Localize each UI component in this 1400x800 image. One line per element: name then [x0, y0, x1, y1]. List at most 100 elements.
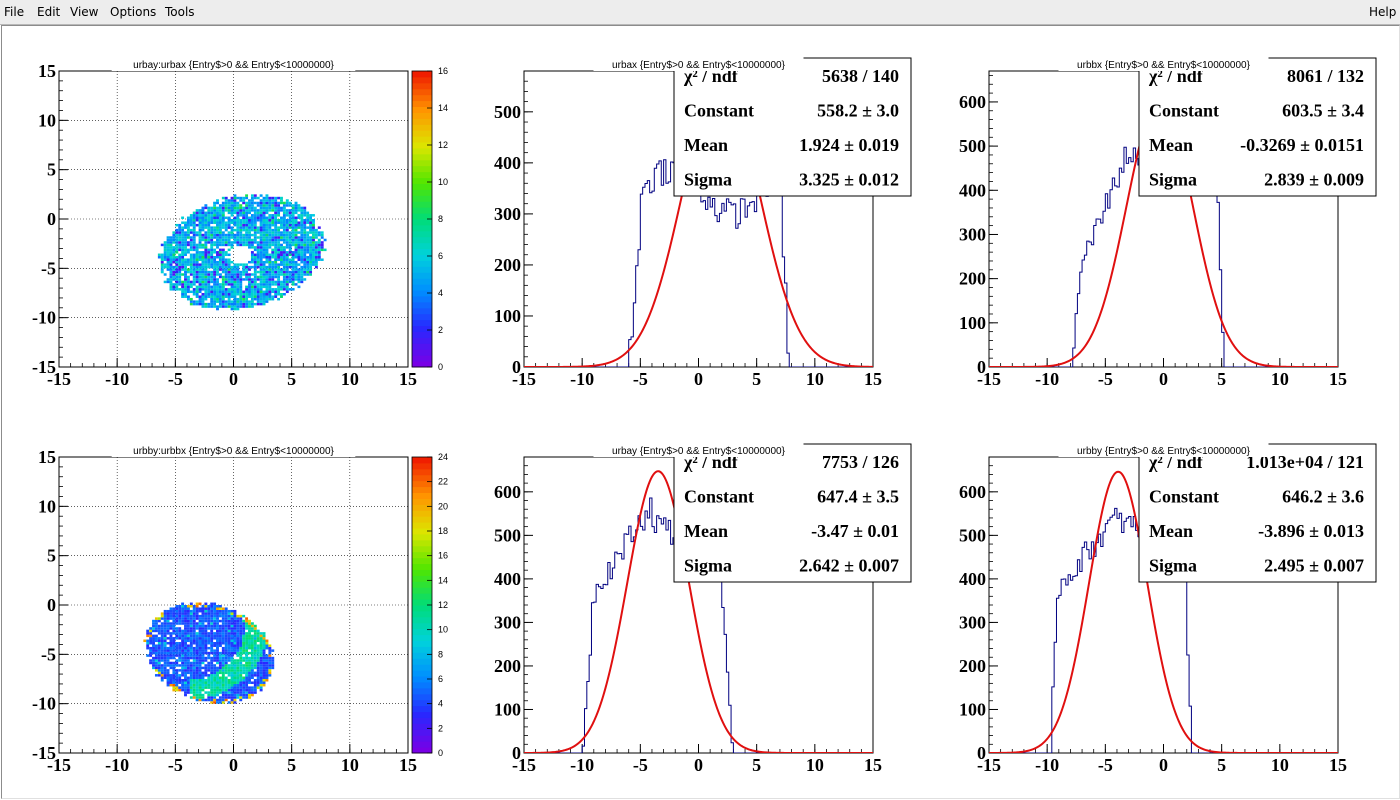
scatter-cell: [265, 297, 269, 301]
scatter-cell: [172, 256, 176, 259]
scatter-cell: [166, 669, 170, 672]
scatter-cell: [280, 231, 283, 234]
scatter-cell: [239, 634, 243, 638]
scatter-cell: [239, 614, 243, 618]
scatter-cell: [169, 258, 173, 261]
scatter-cell: [262, 295, 266, 298]
scatter-cell: [192, 681, 196, 684]
palette-segment: [412, 687, 432, 695]
menu-help[interactable]: Help: [1369, 5, 1397, 19]
scatter-cell: [277, 253, 281, 257]
scatter-cell: [160, 644, 164, 647]
scatter-cell: [262, 290, 266, 294]
scatter-cell: [227, 627, 231, 630]
scatter-cell: [201, 637, 205, 640]
scatter-cell: [239, 696, 243, 699]
scatter-cell: [178, 654, 182, 657]
canvas-svg[interactable]: -15 -10 -5 0 5 10 15-15-10-5051015024681012141…: [2, 26, 1399, 798]
scatter-cell: [175, 238, 179, 242]
scatter-cell: [250, 637, 254, 640]
scatter-cell: [204, 302, 208, 306]
scatter-cell: [271, 248, 275, 252]
menu-tools[interactable]: Tools: [165, 5, 195, 19]
scatter-cell: [181, 612, 185, 615]
scatter-cell: [178, 260, 182, 264]
scatter-cell: [204, 679, 208, 682]
scatter-cell: [195, 659, 199, 662]
scatter-cell: [181, 617, 185, 620]
root-canvas[interactable]: -15 -10 -5 0 5 10 15 -15 -10 -5 0 5 10 15 0 2 4 6 8 10 12 14 1…: [1, 25, 1400, 799]
scatter-cell: [207, 683, 211, 687]
palette-segment: [412, 658, 432, 665]
scatter-cell: [224, 624, 228, 628]
scatter-cell: [282, 260, 286, 264]
scatter-cell: [184, 683, 187, 687]
scatter-cell: [195, 265, 199, 269]
scatter-cell: [271, 666, 275, 670]
scatter-cell: [172, 275, 176, 279]
scatter-cell: [210, 270, 214, 274]
scatter-cell: [230, 659, 234, 662]
menu-options[interactable]: Options: [110, 5, 157, 19]
scatter-cell: [154, 649, 158, 652]
scatter-cell: [262, 285, 266, 289]
scatter-cell: [245, 676, 249, 680]
scatter-cell: [186, 248, 190, 252]
scatter-cell: [242, 649, 246, 652]
scatter-cell: [280, 288, 283, 291]
scatter-cell: [166, 248, 170, 252]
scatter-cell: [248, 246, 251, 249]
scatter-cell: [166, 260, 170, 264]
menu-file[interactable]: File: [4, 5, 25, 19]
scatter-cell: [227, 293, 231, 296]
scatter-cell: [184, 253, 187, 257]
scatter-cell: [277, 285, 281, 289]
scatter-cell: [259, 683, 263, 687]
palette-segment: [412, 593, 432, 600]
scatter-cell: [280, 256, 283, 259]
scatter-cell: [320, 236, 324, 239]
scatter-cell: [198, 666, 202, 670]
scatter-cell: [172, 627, 176, 630]
scatter-cell: [216, 627, 219, 630]
scatter-cell: [218, 627, 222, 630]
scatter-cell: [268, 671, 272, 675]
scatter-cell: [227, 629, 231, 633]
scatter-cell: [256, 228, 260, 232]
palette-segment: [412, 581, 432, 588]
palette-segment: [412, 605, 432, 612]
scatter-cell: [149, 651, 153, 655]
scatter-cell: [285, 288, 289, 291]
scatter-cell: [248, 238, 251, 242]
scatter-cell: [259, 206, 263, 210]
scatter-cell: [213, 669, 217, 672]
scatter-cell: [184, 656, 187, 660]
scatter-cell: [204, 226, 208, 229]
scatter-cell: [262, 268, 266, 271]
scatter-cell: [154, 664, 158, 667]
scatter-cell: [309, 238, 313, 242]
scatter-cell: [291, 226, 295, 229]
scatter-cell: [186, 268, 190, 271]
scatter-cell: [189, 256, 193, 259]
scatter-cell: [245, 268, 249, 271]
menu-edit[interactable]: Edit: [37, 5, 61, 19]
scatter-cell: [259, 275, 263, 279]
scatter-cell: [201, 228, 205, 232]
menu-view[interactable]: View: [70, 5, 99, 19]
scatter-cell: [262, 216, 266, 220]
scatter-cell: [294, 204, 298, 207]
scatter-cell: [233, 681, 237, 684]
scatter-cell: [224, 698, 228, 702]
scatter-cell: [294, 216, 298, 220]
scatter-cell: [210, 293, 214, 296]
scatter-cell: [221, 236, 225, 239]
scatter-cell: [233, 669, 237, 672]
scatter-cell: [253, 273, 257, 276]
scatter-cell: [250, 676, 254, 680]
scatter-cell: [178, 223, 182, 227]
scatter-cell: [181, 629, 185, 633]
scatter-cell: [224, 612, 228, 615]
scatter-cell: [248, 305, 251, 308]
palette-segment: [412, 610, 432, 618]
